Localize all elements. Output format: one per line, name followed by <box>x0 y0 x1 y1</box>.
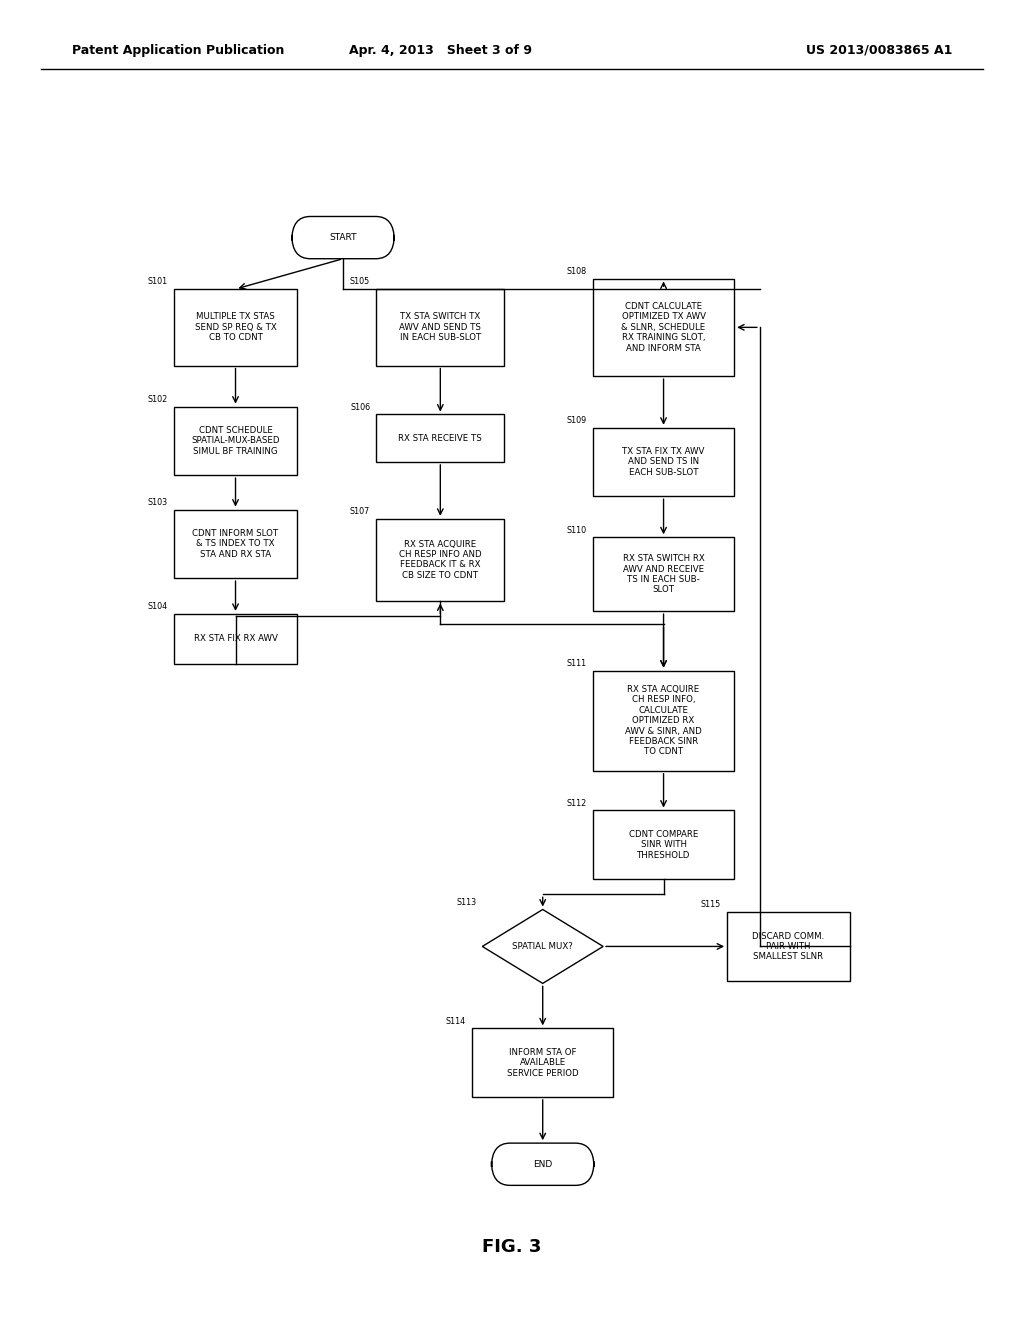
Text: S107: S107 <box>350 507 371 516</box>
Text: START: START <box>330 234 356 242</box>
Text: Patent Application Publication: Patent Application Publication <box>72 44 284 57</box>
Text: DISCARD COMM.
PAIR WITH
SMALLEST SLNR: DISCARD COMM. PAIR WITH SMALLEST SLNR <box>753 932 824 961</box>
Text: SPATIAL MUX?: SPATIAL MUX? <box>512 942 573 950</box>
Bar <box>377 289 504 366</box>
Text: CDNT COMPARE
SINR WITH
THRESHOLD: CDNT COMPARE SINR WITH THRESHOLD <box>629 830 698 859</box>
Bar <box>593 810 734 879</box>
Bar <box>593 428 734 496</box>
Text: S105: S105 <box>350 277 371 286</box>
Text: END: END <box>534 1160 552 1168</box>
Text: CDNT CALCULATE
OPTIMIZED TX AWV
& SLNR, SCHEDULE
RX TRAINING SLOT,
AND INFORM ST: CDNT CALCULATE OPTIMIZED TX AWV & SLNR, … <box>622 302 706 352</box>
Text: TX STA FIX TX AWV
AND SEND TS IN
EACH SUB-SLOT: TX STA FIX TX AWV AND SEND TS IN EACH SU… <box>623 447 705 477</box>
Text: CDNT INFORM SLOT
& TS INDEX TO TX
STA AND RX STA: CDNT INFORM SLOT & TS INDEX TO TX STA AN… <box>193 529 279 558</box>
Text: RX STA RECEIVE TS: RX STA RECEIVE TS <box>398 434 482 442</box>
Text: S111: S111 <box>566 659 587 668</box>
FancyBboxPatch shape <box>292 216 394 259</box>
Text: S103: S103 <box>147 498 168 507</box>
Text: S113: S113 <box>456 898 476 907</box>
Polygon shape <box>482 909 603 983</box>
Text: INFORM STA OF
AVAILABLE
SERVICE PERIOD: INFORM STA OF AVAILABLE SERVICE PERIOD <box>507 1048 579 1077</box>
Bar <box>593 279 734 376</box>
Bar <box>377 414 504 462</box>
Text: RX STA ACQUIRE
CH RESP INFO,
CALCULATE
OPTIMIZED RX
AWV & SINR, AND
FEEDBACK SIN: RX STA ACQUIRE CH RESP INFO, CALCULATE O… <box>626 685 701 756</box>
Text: S101: S101 <box>147 277 168 286</box>
Text: S110: S110 <box>566 525 587 535</box>
Bar <box>174 407 297 475</box>
Text: S115: S115 <box>700 900 721 909</box>
Bar <box>727 912 850 981</box>
Text: S114: S114 <box>445 1016 466 1026</box>
Bar <box>593 537 734 611</box>
Bar <box>174 614 297 664</box>
Bar <box>174 510 297 578</box>
Text: CDNT SCHEDULE
SPATIAL-MUX-BASED
SIMUL BF TRAINING: CDNT SCHEDULE SPATIAL-MUX-BASED SIMUL BF… <box>191 426 280 455</box>
Text: FIG. 3: FIG. 3 <box>482 1238 542 1257</box>
Bar <box>472 1028 613 1097</box>
Text: S112: S112 <box>566 799 587 808</box>
Text: Apr. 4, 2013   Sheet 3 of 9: Apr. 4, 2013 Sheet 3 of 9 <box>349 44 531 57</box>
Bar <box>174 289 297 366</box>
Text: TX STA SWITCH TX
AWV AND SEND TS
IN EACH SUB-SLOT: TX STA SWITCH TX AWV AND SEND TS IN EACH… <box>399 313 481 342</box>
Text: RX STA ACQUIRE
CH RESP INFO AND
FEEDBACK IT & RX
CB SIZE TO CDNT: RX STA ACQUIRE CH RESP INFO AND FEEDBACK… <box>399 540 481 579</box>
Text: MULTIPLE TX STAS
SEND SP REQ & TX
CB TO CDNT: MULTIPLE TX STAS SEND SP REQ & TX CB TO … <box>195 313 276 342</box>
Text: RX STA SWITCH RX
AWV AND RECEIVE
TS IN EACH SUB-
SLOT: RX STA SWITCH RX AWV AND RECEIVE TS IN E… <box>623 554 705 594</box>
FancyBboxPatch shape <box>492 1143 594 1185</box>
Bar <box>593 671 734 771</box>
Bar <box>377 519 504 601</box>
Text: RX STA FIX RX AWV: RX STA FIX RX AWV <box>194 635 278 643</box>
Text: US 2013/0083865 A1: US 2013/0083865 A1 <box>806 44 952 57</box>
Text: S106: S106 <box>350 403 371 412</box>
Text: S109: S109 <box>566 416 587 425</box>
Text: S108: S108 <box>566 267 587 276</box>
Text: S102: S102 <box>147 395 168 404</box>
Text: S104: S104 <box>147 602 168 611</box>
